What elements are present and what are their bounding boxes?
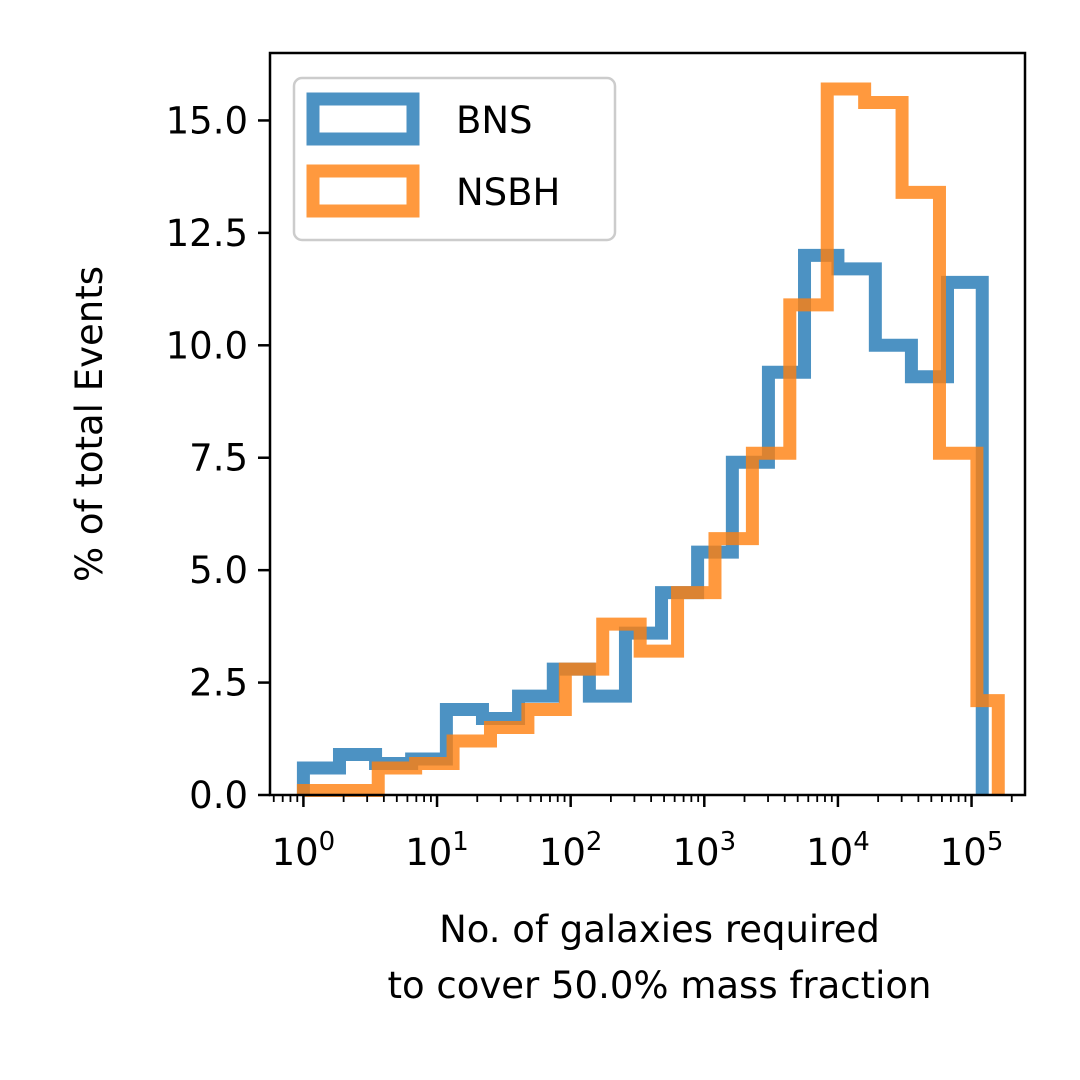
- x-tick-label-0: 100: [272, 827, 336, 874]
- x-axis-label-line1: No. of galaxies required: [439, 908, 880, 951]
- y-tick-label-4: 10.0: [166, 324, 248, 367]
- legend: BNS NSBH: [292, 76, 617, 242]
- x-tick-label-3: 103: [672, 827, 736, 874]
- legend-label-bns: BNS: [456, 99, 533, 142]
- x-axis: 100 101 102 103 104 105: [272, 795, 1013, 874]
- x-tick-label-4: 104: [806, 827, 870, 874]
- y-tick-label-6: 15.0: [166, 99, 248, 142]
- plot-frame: [268, 51, 1027, 797]
- y-tick-label-2: 5.0: [189, 549, 248, 592]
- x-tick-label-5: 105: [940, 827, 1004, 874]
- y-tick-label-3: 7.5: [189, 437, 248, 480]
- y-axis-label: % of total Events: [68, 266, 111, 582]
- series-nsbh-outline: [296, 82, 1005, 798]
- x-tick-label-2: 102: [539, 827, 603, 874]
- legend-label-nsbh: NSBH: [456, 171, 560, 214]
- series-layer: [296, 82, 1005, 798]
- y-tick-label-0: 0.0: [189, 774, 248, 817]
- legend-swatch-nsbh: [306, 164, 420, 218]
- x-axis-label-line2: to cover 50.0% mass fraction: [388, 964, 932, 1007]
- legend-box: [292, 76, 617, 242]
- y-tick-label-1: 2.5: [189, 662, 248, 705]
- y-tick-label-5: 12.5: [166, 212, 248, 255]
- y-axis: 0.0 2.5 5.0 7.5 10.0 12.5 15.0: [166, 99, 270, 817]
- legend-swatch-bns: [306, 92, 420, 146]
- x-tick-label-1: 101: [405, 827, 469, 874]
